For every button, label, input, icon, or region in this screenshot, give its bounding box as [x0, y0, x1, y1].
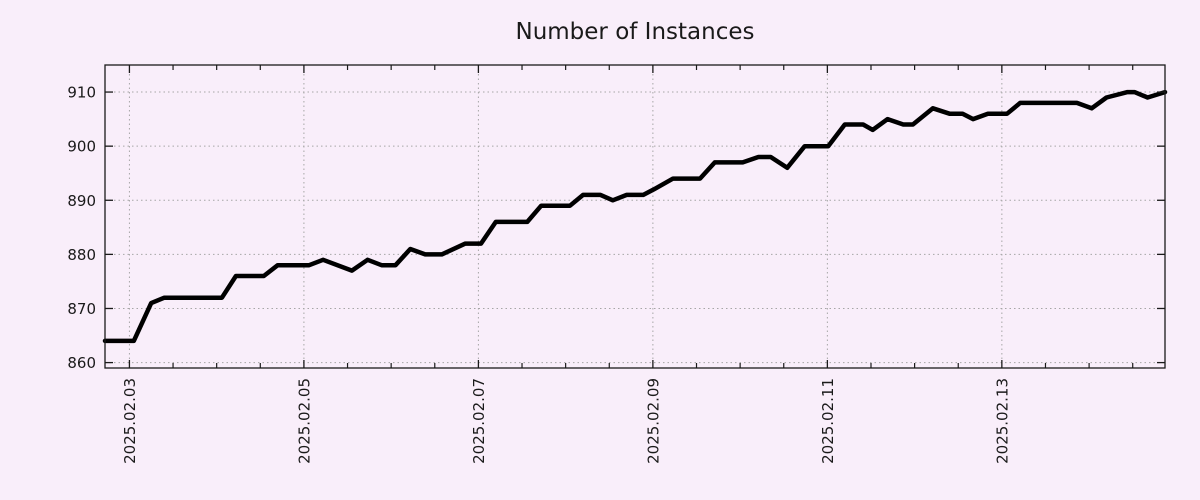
y-tick-label: 890 — [67, 192, 96, 210]
chart-title: Number of Instances — [516, 19, 755, 45]
axis-tick-labels: 860 870 880 890 900 910 2025.02.03 2025.02.05 20… — [67, 84, 1011, 464]
y-tick-label: 870 — [67, 300, 96, 318]
gridlines — [105, 65, 1165, 368]
data-series — [102, 89, 1168, 344]
series-line-instances — [102, 89, 1168, 344]
y-tick-label: 900 — [67, 138, 96, 156]
x-tick-label: 2025.02.11 — [819, 378, 837, 464]
plot-border — [104, 64, 1166, 369]
x-tick-label: 2025.02.07 — [470, 378, 488, 464]
y-tick-label: 880 — [67, 246, 96, 264]
x-tick-label: 2025.02.05 — [295, 378, 313, 464]
x-tick-label: 2025.02.13 — [993, 378, 1011, 464]
y-tick-label: 860 — [67, 354, 96, 372]
x-tick-label: 2025.02.03 — [121, 378, 139, 464]
y-tick-label: 910 — [67, 84, 96, 102]
axis-ticks — [105, 65, 1165, 368]
x-tick-label: 2025.02.09 — [644, 378, 662, 464]
